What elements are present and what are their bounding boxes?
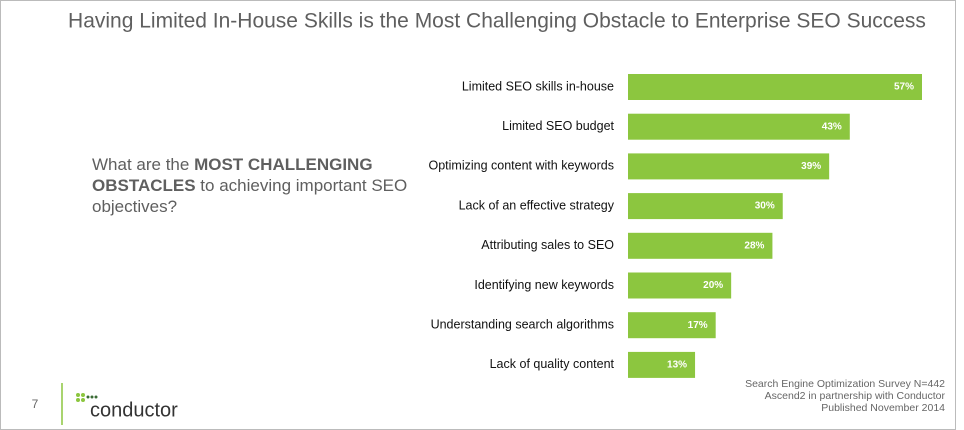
- value-label: 57%: [894, 82, 914, 93]
- category-label: Optimizing content with keywords: [429, 159, 615, 173]
- bar: [628, 232, 773, 259]
- category-label: Limited SEO skills in-house: [462, 79, 614, 93]
- question-line: What are the MOST CHALLENGING: [92, 155, 373, 174]
- value-label: 17%: [688, 320, 708, 331]
- question-segment: MOST CHALLENGING: [194, 155, 373, 174]
- chart-title: Having Limited In-House Skills is the Mo…: [68, 10, 926, 33]
- logo-icon: [76, 393, 98, 402]
- value-label: 20%: [703, 280, 723, 291]
- question-line: objectives?: [92, 197, 177, 216]
- question-line: OBSTACLES to achieving important SEO: [92, 176, 407, 195]
- value-label: 13%: [667, 360, 687, 371]
- bar: [628, 272, 732, 299]
- logo-text: conductor: [90, 399, 178, 421]
- bar: [628, 351, 696, 378]
- question-segment: objectives?: [92, 197, 177, 216]
- category-label: Lack of an effective strategy: [459, 198, 615, 212]
- source-note: Published November 2014: [821, 402, 945, 414]
- value-label: 30%: [755, 201, 775, 212]
- page-number: 7: [32, 397, 39, 411]
- category-label: Identifying new keywords: [474, 278, 614, 292]
- category-label: Lack of quality content: [490, 357, 615, 371]
- source-note: Search Engine Optimization Survey N=442: [745, 378, 945, 390]
- bar: [628, 193, 783, 220]
- category-label: Attributing sales to SEO: [481, 238, 614, 252]
- category-label: Understanding search algorithms: [431, 317, 614, 331]
- category-label: Limited SEO budget: [502, 119, 614, 133]
- value-label: 39%: [801, 161, 821, 172]
- bar: [628, 113, 850, 140]
- value-label: 28%: [744, 240, 764, 251]
- bar: [628, 153, 830, 180]
- bar: [628, 74, 922, 100]
- source-note: Ascend2 in partnership with Conductor: [765, 390, 946, 402]
- question-segment: OBSTACLES: [92, 176, 196, 195]
- bar: [628, 312, 716, 339]
- question-segment: to achieving important SEO: [196, 176, 408, 195]
- question-segment: What are the: [92, 155, 194, 174]
- value-label: 43%: [822, 121, 842, 132]
